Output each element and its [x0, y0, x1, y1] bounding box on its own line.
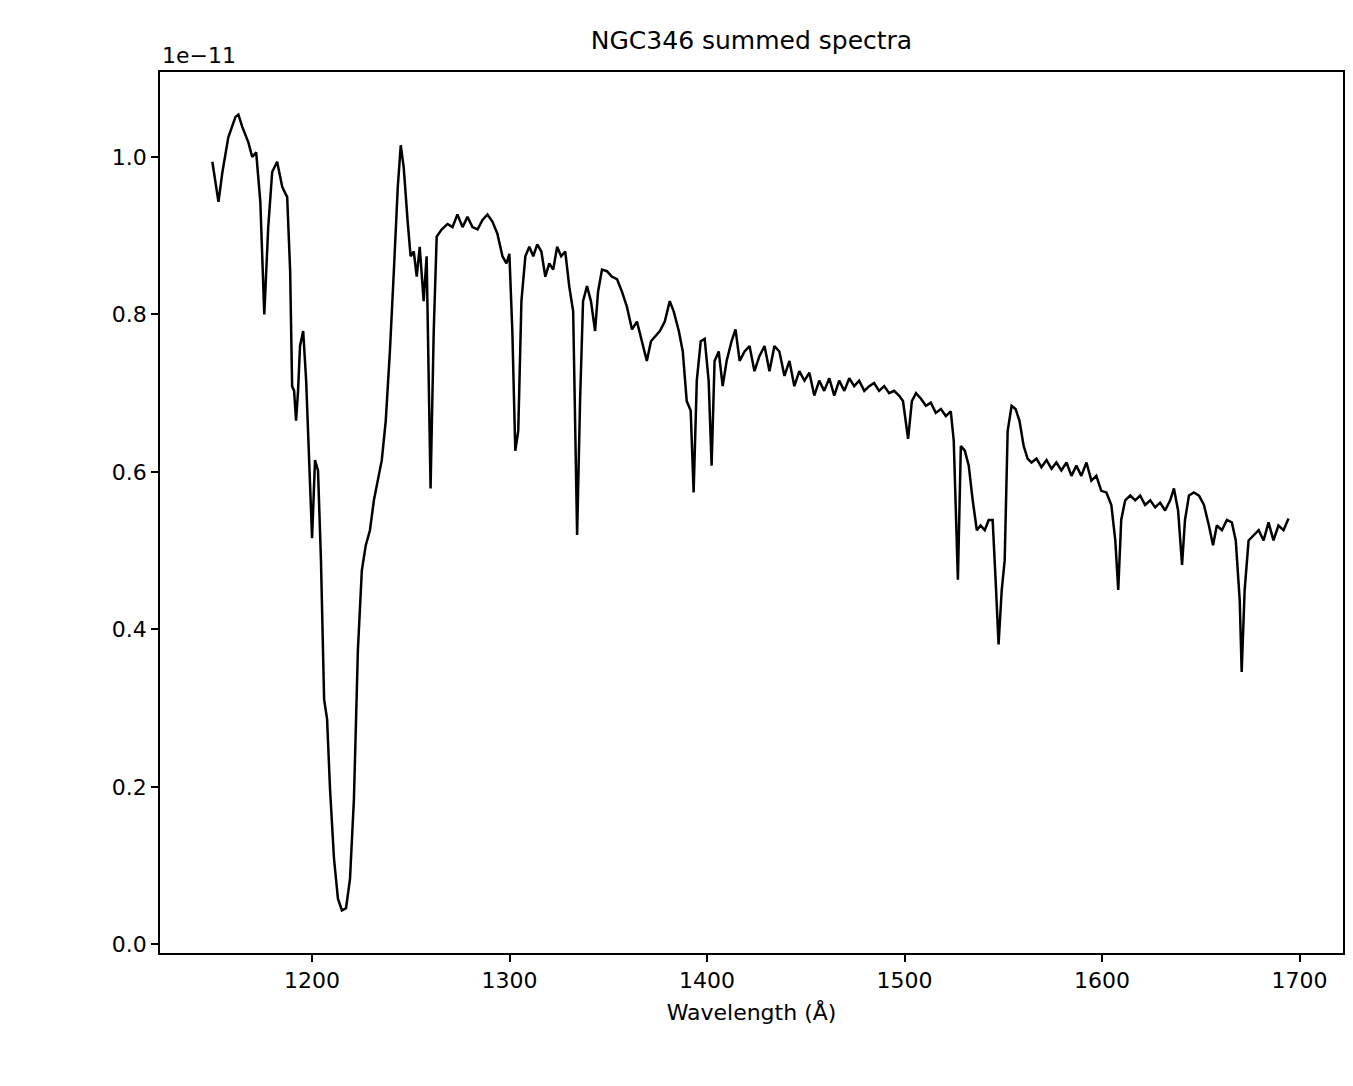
svg-text:1400: 1400 [679, 968, 735, 993]
svg-text:1.0: 1.0 [112, 145, 147, 170]
svg-text:1700: 1700 [1272, 968, 1328, 993]
svg-text:NGC346 summed spectra: NGC346 summed spectra [591, 26, 912, 55]
svg-text:1500: 1500 [877, 968, 933, 993]
svg-text:1e−11: 1e−11 [162, 43, 236, 68]
svg-text:1600: 1600 [1074, 968, 1130, 993]
svg-text:Wavelength (Å): Wavelength (Å) [667, 999, 837, 1025]
svg-text:0.8: 0.8 [112, 302, 147, 327]
svg-text:1300: 1300 [482, 968, 538, 993]
svg-text:1200: 1200 [284, 968, 340, 993]
svg-text:0.4: 0.4 [112, 617, 147, 642]
svg-text:0.0: 0.0 [112, 932, 147, 957]
svg-text:0.6: 0.6 [112, 460, 147, 485]
svg-text:0.2: 0.2 [112, 775, 147, 800]
